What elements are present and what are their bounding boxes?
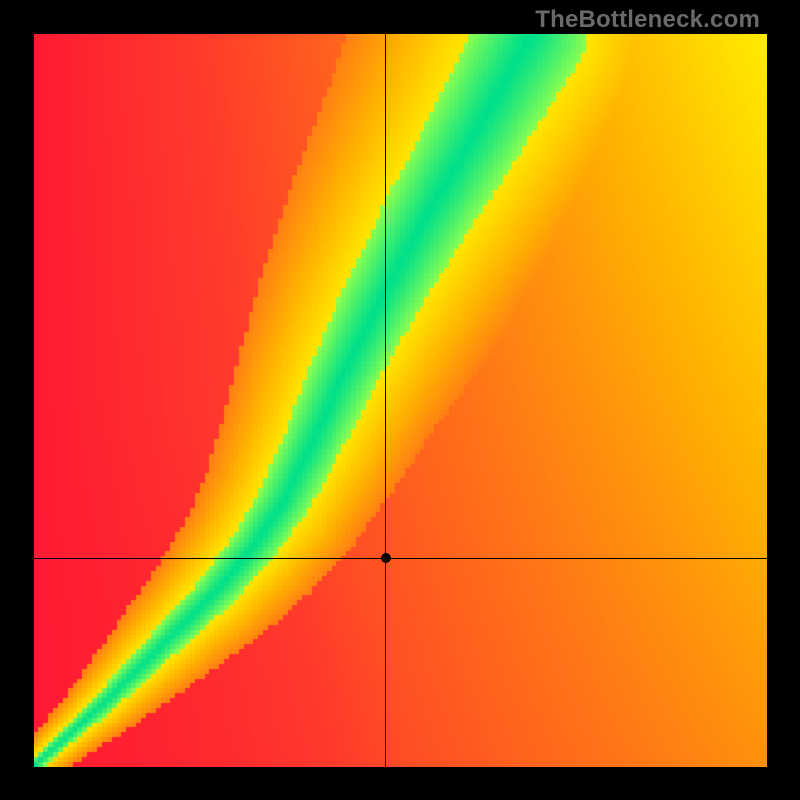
watermark-text: TheBottleneck.com <box>535 6 760 34</box>
chart-container: TheBottleneck.com <box>0 0 800 800</box>
heatmap-canvas <box>34 34 767 767</box>
